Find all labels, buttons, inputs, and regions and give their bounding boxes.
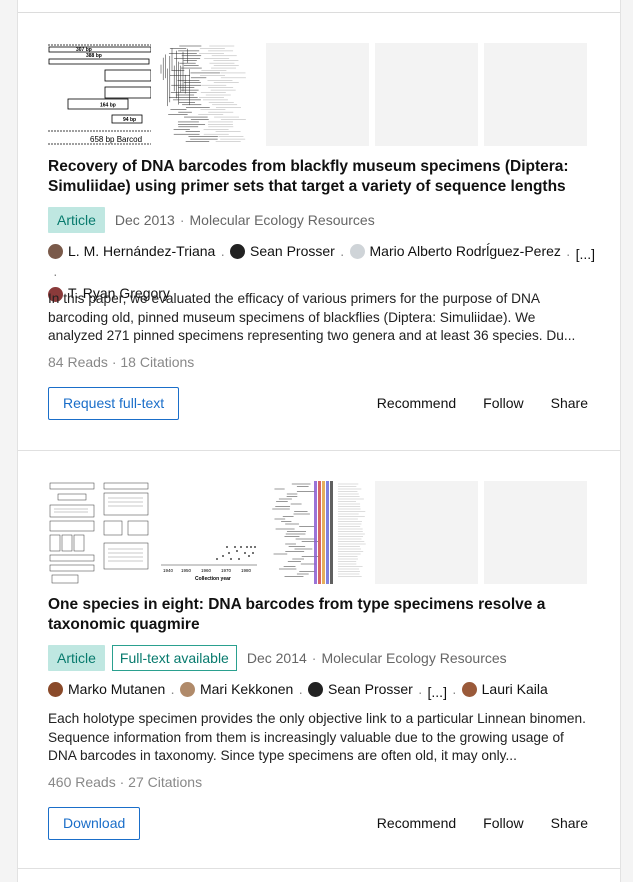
figure-thumbnail-placeholder <box>484 43 587 146</box>
card-actions: Recommend Follow Share <box>350 815 588 831</box>
more-authors-link[interactable]: [...] <box>575 246 596 263</box>
author-item[interactable]: Mari Kekkonen <box>179 680 293 700</box>
download-button[interactable]: Download <box>48 807 141 840</box>
author-list: L. M. Hernández-Triana · Sean Prosser · Mari… <box>48 242 608 307</box>
reads-citations: 84 Reads · 18 Citations <box>48 354 195 370</box>
avatar <box>48 286 63 302</box>
fig-label-658: 658 bp Barcod <box>90 135 142 144</box>
author-item[interactable]: L. M. Hernández-Triana <box>48 242 215 262</box>
avatar <box>349 244 365 260</box>
tick-label: 1960 <box>201 568 212 573</box>
recommend-button[interactable]: Recommend <box>376 815 457 831</box>
avatar <box>461 682 477 698</box>
author-item[interactable]: Mario Alberto Rodrĺguez-Perez <box>349 242 561 262</box>
figure-thumbnails: 1940 1950 1960 1970 1980 Collection year <box>48 481 590 584</box>
author-item[interactable]: T. Ryan Gregory <box>48 284 170 304</box>
tick-label: 1970 <box>221 568 232 573</box>
follow-button[interactable]: Follow <box>483 815 524 831</box>
publication-abstract: In this paper, we evaluated the efficacy… <box>48 291 576 343</box>
card-actions: Recommend Follow Share <box>350 395 588 411</box>
card-divider <box>18 450 620 451</box>
more-authors-link[interactable]: [...] <box>427 684 447 701</box>
type-badge: Article <box>48 645 105 671</box>
axis-label: Collection year <box>195 576 231 582</box>
figure-thumbnail-placeholder <box>375 481 478 584</box>
figure-thumbnail-barcode-tree[interactable] <box>266 481 369 584</box>
list-top-divider <box>18 12 620 13</box>
follow-button[interactable]: Follow <box>483 395 524 411</box>
figure-thumbnail-collection-year-plot[interactable]: 1940 1950 1960 1970 1980 Collection year <box>157 481 260 584</box>
author-item[interactable]: Sean Prosser <box>230 242 335 262</box>
publication-list: 307 bp 388 bp 164 bp 94 bp 658 bp Barcod <box>17 0 621 882</box>
journal-name[interactable]: Molecular Ecology Resources <box>189 212 375 228</box>
avatar <box>48 682 63 698</box>
avatar <box>48 244 63 260</box>
author-item[interactable]: Lauri Kaila <box>461 680 548 700</box>
author-list: Marko Mutanen · Mari Kekkonen · Sean Prosser… <box>48 680 608 703</box>
figure-thumbnail-placeholder <box>484 481 587 584</box>
publication-meta: Article Dec 2013 · Molecular Ecology Res… <box>48 207 375 233</box>
publication-title[interactable]: Recovery of DNA barcodes from blackfly m… <box>48 158 569 195</box>
publication-date: Dec 2013 <box>114 212 175 228</box>
figure-thumbnail-phylogenetic-tree[interactable] <box>157 43 260 146</box>
figure-thumbnail-placeholder <box>266 43 369 146</box>
tick-label: 1980 <box>241 568 252 573</box>
fig-label-94: 94 bp <box>123 117 136 123</box>
journal-name[interactable]: Molecular Ecology Resources <box>321 650 507 666</box>
fig-label-164: 164 bp <box>100 103 116 109</box>
type-badge: Article <box>48 207 105 233</box>
publication-title[interactable]: One species in eight: DNA barcodes from … <box>48 596 546 633</box>
recommend-button[interactable]: Recommend <box>376 395 457 411</box>
publication-abstract: Each holotype specimen provides the only… <box>48 711 586 763</box>
tick-label: 1950 <box>181 568 192 573</box>
tick-label: 1940 <box>163 568 174 573</box>
card-divider <box>18 868 620 869</box>
figure-thumbnail-flowchart[interactable] <box>48 481 151 584</box>
publication-date: Dec 2014 <box>246 650 307 666</box>
figure-thumbnails: 307 bp 388 bp 164 bp 94 bp 658 bp Barcod <box>48 43 590 146</box>
request-full-text-button[interactable]: Request full-text <box>48 387 180 420</box>
publication-card: 307 bp 388 bp 164 bp 94 bp 658 bp Barcod <box>18 0 620 450</box>
avatar <box>308 682 324 698</box>
figure-thumbnail-barcode-lengths[interactable]: 307 bp 388 bp 164 bp 94 bp 658 bp Barcod <box>48 43 151 146</box>
full-text-available-badge: Full-text available <box>111 645 237 671</box>
reads-citations: 460 Reads · 27 Citations <box>48 774 203 790</box>
figure-thumbnail-placeholder <box>375 43 478 146</box>
share-button[interactable]: Share <box>550 815 588 831</box>
publication-card: 1940 1950 1960 1970 1980 Collection year… <box>18 451 620 871</box>
author-item[interactable]: Sean Prosser <box>308 680 413 700</box>
avatar <box>179 682 195 698</box>
fig-label-388: 388 bp <box>86 53 102 59</box>
author-item[interactable]: Marko Mutanen <box>48 680 165 700</box>
publication-meta: Article Full-text available Dec 2014 · M… <box>48 645 507 671</box>
share-button[interactable]: Share <box>550 395 588 411</box>
avatar <box>230 244 245 260</box>
fig-label-307: 307 bp <box>76 47 92 53</box>
